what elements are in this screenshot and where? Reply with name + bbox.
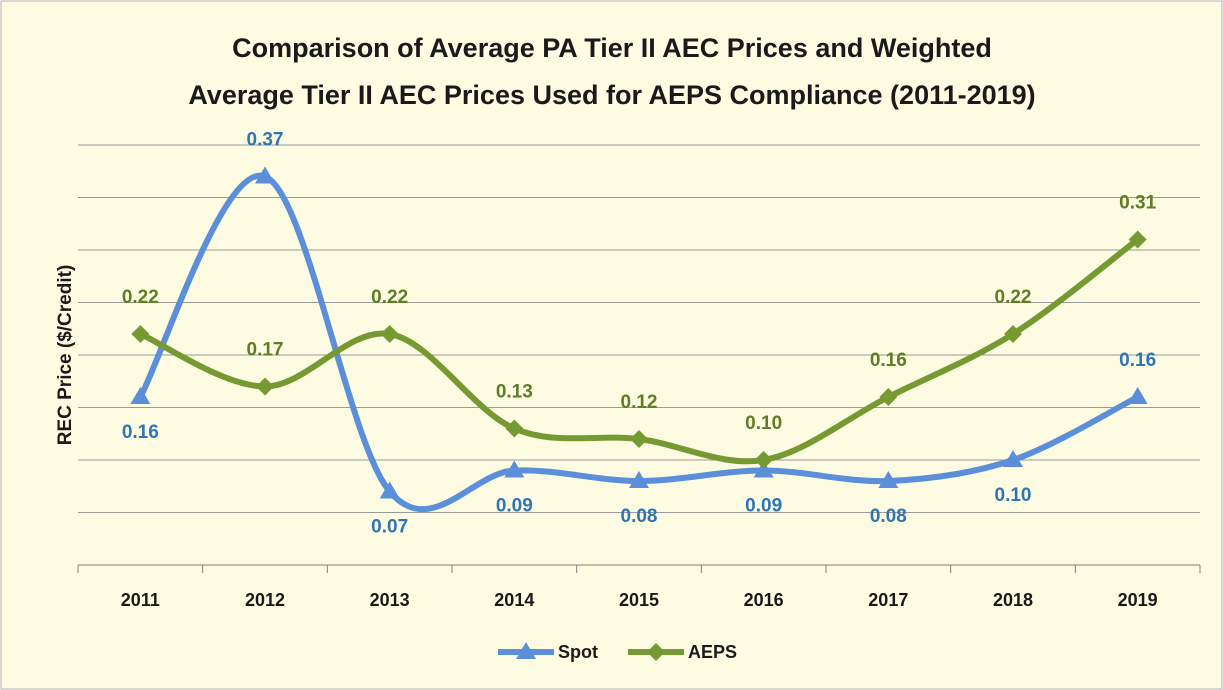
data-label: 0.17 xyxy=(247,340,284,361)
data-label: 0.22 xyxy=(371,287,408,308)
data-label: 0.16 xyxy=(122,422,159,443)
legend-label: AEPS xyxy=(688,642,737,662)
data-label: 0.12 xyxy=(621,392,658,413)
data-label: 0.22 xyxy=(122,287,159,308)
data-label: 0.13 xyxy=(496,382,533,403)
marker xyxy=(1128,230,1147,249)
marker xyxy=(630,430,648,448)
marker xyxy=(131,325,150,343)
marker xyxy=(504,460,525,478)
marker xyxy=(379,481,400,499)
marker xyxy=(256,377,274,396)
legend-label: Spot xyxy=(558,642,598,662)
marker xyxy=(505,419,524,438)
data-label: 0.22 xyxy=(995,287,1032,308)
marker xyxy=(255,166,275,184)
x-tick-label: 2016 xyxy=(744,590,784,610)
data-label: 0.07 xyxy=(371,517,408,538)
x-tick-label: 2011 xyxy=(121,590,160,610)
data-label: 0.31 xyxy=(1119,193,1156,214)
data-label: 0.08 xyxy=(621,506,658,527)
data-label: 0.16 xyxy=(1119,350,1156,371)
data-label: 0.09 xyxy=(496,496,533,517)
marker xyxy=(629,471,649,488)
data-label: 0.10 xyxy=(995,485,1032,506)
marker xyxy=(1004,325,1022,343)
x-tick-label: 2018 xyxy=(993,590,1033,610)
chart-title: Comparison of Average PA Tier II AEC Pri… xyxy=(232,33,992,63)
x-tick-label: 2015 xyxy=(619,590,659,610)
marker xyxy=(647,643,665,661)
data-label: 0.09 xyxy=(745,496,782,517)
marker xyxy=(754,451,773,469)
marker xyxy=(1003,450,1023,467)
data-label: 0.08 xyxy=(870,506,907,527)
marker xyxy=(380,325,399,343)
marker xyxy=(130,387,151,404)
x-tick-label: 2012 xyxy=(245,590,285,610)
marker xyxy=(516,642,536,659)
data-label: 0.16 xyxy=(870,350,907,371)
marker xyxy=(878,471,899,488)
x-tick-label: 2019 xyxy=(1118,590,1158,610)
data-label: 0.10 xyxy=(745,413,782,434)
chart-title: Average Tier II AEC Prices Used for AEPS… xyxy=(188,80,1035,110)
y-axis-label: REC Price ($/Credit) xyxy=(55,265,76,446)
marker xyxy=(1127,387,1148,404)
data-label: 0.37 xyxy=(247,130,284,151)
x-tick-label: 2013 xyxy=(370,590,410,610)
marker xyxy=(879,388,898,406)
x-tick-label: 2017 xyxy=(868,590,908,610)
x-tick-label: 2014 xyxy=(494,590,534,610)
